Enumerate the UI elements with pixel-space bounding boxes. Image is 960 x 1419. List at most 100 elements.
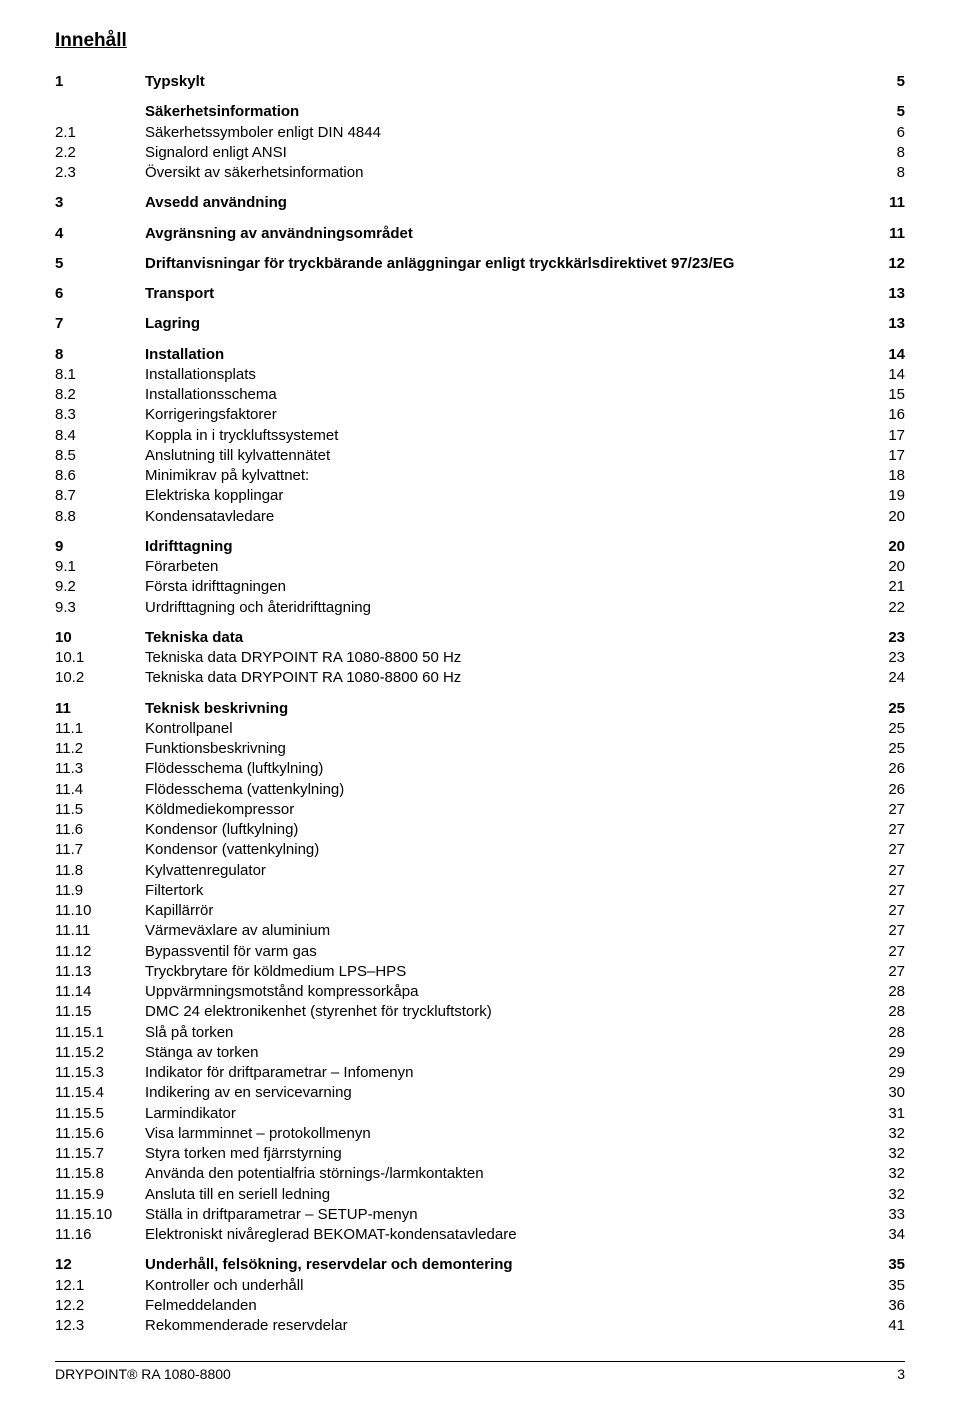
toc-entry-number: 11.16 (55, 1225, 145, 1245)
toc-row: 11.2Funktionsbeskrivning25 (55, 739, 905, 759)
toc-entry-number: 11.13 (55, 962, 145, 982)
toc-entry-number: 11.15 (55, 1002, 145, 1022)
toc-entry-title: Typskylt (145, 72, 865, 92)
toc-entry-page: 18 (865, 466, 905, 486)
toc-row: 11.15.8Använda den potentialfria störnin… (55, 1164, 905, 1184)
toc-entry-title: Tekniska data DRYPOINT RA 1080-8800 50 H… (145, 648, 865, 668)
toc-entry-page: 15 (865, 385, 905, 405)
toc-row: Säkerhetsinformation5 (55, 102, 905, 122)
toc-entry-title: Signalord enligt ANSI (145, 143, 865, 163)
toc-entry-page: 20 (865, 507, 905, 527)
toc-entry-page: 36 (865, 1296, 905, 1316)
table-of-contents: 1Typskylt5Säkerhetsinformation52.1Säkerh… (55, 72, 905, 1336)
toc-entry-number: 11.15.9 (55, 1185, 145, 1205)
toc-entry-number: 12 (55, 1255, 145, 1275)
toc-entry-title: Kondensatavledare (145, 507, 865, 527)
toc-entry-page: 5 (865, 102, 905, 122)
toc-entry-title: Urdrifttagning och återidrifttagning (145, 598, 865, 618)
toc-entry-title: Värmeväxlare av aluminium (145, 921, 865, 941)
toc-entry-page: 13 (865, 314, 905, 334)
toc-entry-title: Underhåll, felsökning, reservdelar och d… (145, 1255, 865, 1275)
toc-entry-number: 8 (55, 345, 145, 365)
toc-entry-title: Tekniska data DRYPOINT RA 1080-8800 60 H… (145, 668, 865, 688)
toc-row: 9Idrifttagning20 (55, 537, 905, 557)
toc-entry-number: 10.2 (55, 668, 145, 688)
toc-entry-title: Köldmediekompressor (145, 800, 865, 820)
toc-row: 11.3Flödesschema (luftkylning)26 (55, 759, 905, 779)
toc-row: 12Underhåll, felsökning, reservdelar och… (55, 1255, 905, 1275)
toc-entry-number: 11.15.7 (55, 1144, 145, 1164)
toc-entry-title: Filtertork (145, 881, 865, 901)
toc-entry-number: 11.3 (55, 759, 145, 779)
toc-row: 11.15.10Ställa in driftparametrar – SETU… (55, 1205, 905, 1225)
toc-entry-number: 8.5 (55, 446, 145, 466)
toc-entry-title: Kontrollpanel (145, 719, 865, 739)
toc-row: 11.15.5Larmindikator31 (55, 1104, 905, 1124)
toc-entry-number: 2.3 (55, 163, 145, 183)
toc-entry-title: Minimikrav på kylvattnet: (145, 466, 865, 486)
toc-entry-page: 32 (865, 1124, 905, 1144)
toc-entry-page: 33 (865, 1205, 905, 1225)
toc-entry-page: 13 (865, 284, 905, 304)
toc-entry-page: 27 (865, 901, 905, 921)
toc-entry-title: Elektriska kopplingar (145, 486, 865, 506)
toc-entry-page: 20 (865, 537, 905, 557)
toc-entry-page: 8 (865, 143, 905, 163)
toc-entry-title: Indikering av en servicevarning (145, 1083, 865, 1103)
toc-entry-page: 25 (865, 719, 905, 739)
toc-entry-page: 5 (865, 72, 905, 92)
toc-entry-title: DMC 24 elektronikenhet (styrenhet för tr… (145, 1002, 865, 1022)
toc-entry-page: 29 (865, 1043, 905, 1063)
toc-entry-title: Installationsplats (145, 365, 865, 385)
toc-entry-title: Felmeddelanden (145, 1296, 865, 1316)
toc-entry-page: 30 (865, 1083, 905, 1103)
toc-row: 5Driftanvisningar för tryckbärande anläg… (55, 254, 905, 274)
toc-entry-number: 10 (55, 628, 145, 648)
toc-entry-page: 16 (865, 405, 905, 425)
toc-entry-number: 11.9 (55, 881, 145, 901)
toc-entry-title: Indikator för driftparametrar – Infomeny… (145, 1063, 865, 1083)
toc-row: 9.2Första idrifttagningen21 (55, 577, 905, 597)
toc-row: 11.15.7Styra torken med fjärrstyrning32 (55, 1144, 905, 1164)
footer-left: DRYPOINT® RA 1080-8800 (55, 1366, 231, 1382)
toc-entry-title: Korrigeringsfaktorer (145, 405, 865, 425)
toc-entry-title: Funktionsbeskrivning (145, 739, 865, 759)
toc-entry-page: 35 (865, 1255, 905, 1275)
toc-entry-page: 27 (865, 962, 905, 982)
toc-entry-page: 32 (865, 1185, 905, 1205)
toc-row: 8.8Kondensatavledare20 (55, 507, 905, 527)
toc-entry-number: 11 (55, 699, 145, 719)
toc-entry-page: 29 (865, 1063, 905, 1083)
toc-entry-page: 23 (865, 628, 905, 648)
toc-entry-number: 2.2 (55, 143, 145, 163)
toc-entry-number: 11.5 (55, 800, 145, 820)
toc-row: 9.3Urdrifttagning och återidrifttagning2… (55, 598, 905, 618)
toc-entry-title: Styra torken med fjärrstyrning (145, 1144, 865, 1164)
toc-row: 11.15.2Stänga av torken29 (55, 1043, 905, 1063)
toc-entry-page: 6 (865, 123, 905, 143)
toc-row: 11.9Filtertork27 (55, 881, 905, 901)
toc-row: 8Installation14 (55, 345, 905, 365)
toc-row: 8.2Installationsschema15 (55, 385, 905, 405)
toc-entry-number: 11.15.6 (55, 1124, 145, 1144)
toc-entry-title: Kapillärrör (145, 901, 865, 921)
toc-entry-title: Flödesschema (luftkylning) (145, 759, 865, 779)
toc-entry-page: 26 (865, 759, 905, 779)
toc-entry-page: 27 (865, 861, 905, 881)
toc-entry-title: Använda den potentialfria störnings-/lar… (145, 1164, 865, 1184)
toc-entry-title: Säkerhetsinformation (145, 102, 865, 122)
toc-row: 11.8Kylvattenregulator27 (55, 861, 905, 881)
footer-page-number: 3 (897, 1366, 905, 1382)
toc-entry-number: 11.15.2 (55, 1043, 145, 1063)
toc-row: 11.14Uppvärmningsmotstånd kompressorkåpa… (55, 982, 905, 1002)
toc-entry-number: 9.1 (55, 557, 145, 577)
toc-entry-number: 6 (55, 284, 145, 304)
toc-entry-title: Avgränsning av användningsområdet (145, 224, 865, 244)
toc-row: 11.16Elektroniskt nivåreglerad BEKOMAT-k… (55, 1225, 905, 1245)
toc-row: 6Transport13 (55, 284, 905, 304)
toc-entry-page: 31 (865, 1104, 905, 1124)
toc-entry-page: 8 (865, 163, 905, 183)
toc-entry-number: 11.7 (55, 840, 145, 860)
toc-entry-number: 3 (55, 193, 145, 213)
toc-row: 8.1Installationsplats14 (55, 365, 905, 385)
